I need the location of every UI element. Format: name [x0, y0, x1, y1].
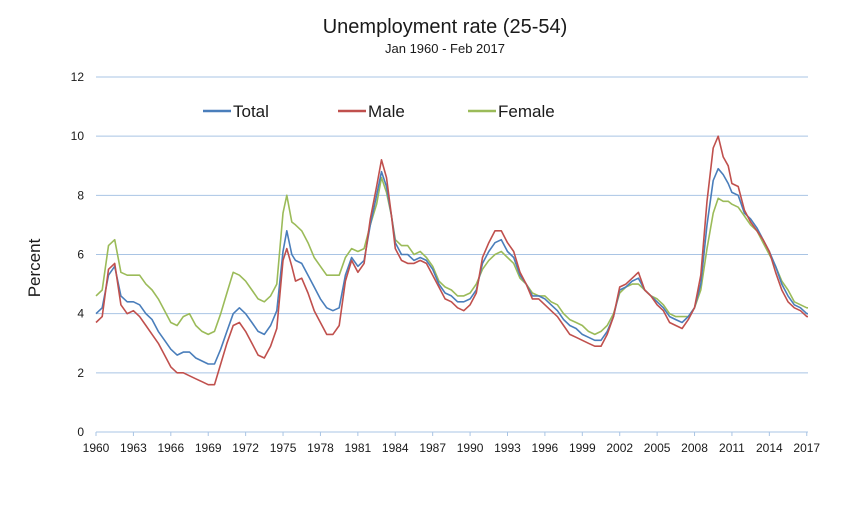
x-tick-label: 1969 — [195, 441, 222, 455]
y-tick-label: 12 — [71, 70, 85, 84]
chart-title: Unemployment rate (25-54) — [323, 16, 568, 38]
x-tick-label: 1960 — [83, 441, 110, 455]
x-tick-label: 1981 — [345, 441, 372, 455]
y-tick-label: 6 — [77, 248, 84, 262]
x-tick-label: 1987 — [419, 441, 446, 455]
legend-label-female: Female — [498, 102, 555, 121]
legend-label-male: Male — [368, 102, 405, 121]
legend-label-total: Total — [233, 102, 269, 121]
x-tick-label: 1966 — [157, 441, 184, 455]
series-line-female — [95, 176, 808, 336]
x-tick-label: 2017 — [793, 441, 820, 455]
x-tick-label: 1972 — [232, 441, 259, 455]
x-tick-label: 2008 — [681, 441, 708, 455]
series-line-male — [95, 135, 808, 386]
y-tick-labels: 0 2 4 6 8 10 12 — [71, 70, 85, 439]
x-tick-label: 2005 — [644, 441, 671, 455]
y-tick-label: 2 — [77, 366, 84, 380]
x-tick-label: 1978 — [307, 441, 334, 455]
y-tick-label: 10 — [71, 129, 85, 143]
y-tick-label: 4 — [77, 307, 84, 321]
x-tick-label: 1975 — [270, 441, 297, 455]
x-tick-label: 2014 — [756, 441, 783, 455]
y-tick-label: 0 — [77, 425, 84, 439]
x-tick-label: 2002 — [606, 441, 633, 455]
x-tick-labels: 1960 1963 1966 1969 1972 1975 1978 1981 1984 1987… — [83, 432, 820, 455]
x-tick-label: 1984 — [382, 441, 409, 455]
chart-subtitle: Jan 1960 - Feb 2017 — [385, 41, 505, 56]
x-tick-label: 1996 — [532, 441, 559, 455]
x-tick-label: 1993 — [494, 441, 521, 455]
series-lines — [95, 135, 808, 386]
x-tick-label: 2011 — [719, 441, 745, 455]
x-tick-label: 1990 — [457, 441, 484, 455]
legend: Total Male Female — [203, 102, 555, 121]
x-tick-label: 1963 — [120, 441, 147, 455]
x-tick-label: 1999 — [569, 441, 596, 455]
y-tick-label: 8 — [77, 188, 84, 202]
y-axis-label: Percent — [25, 238, 44, 297]
gridlines — [96, 76, 808, 433]
